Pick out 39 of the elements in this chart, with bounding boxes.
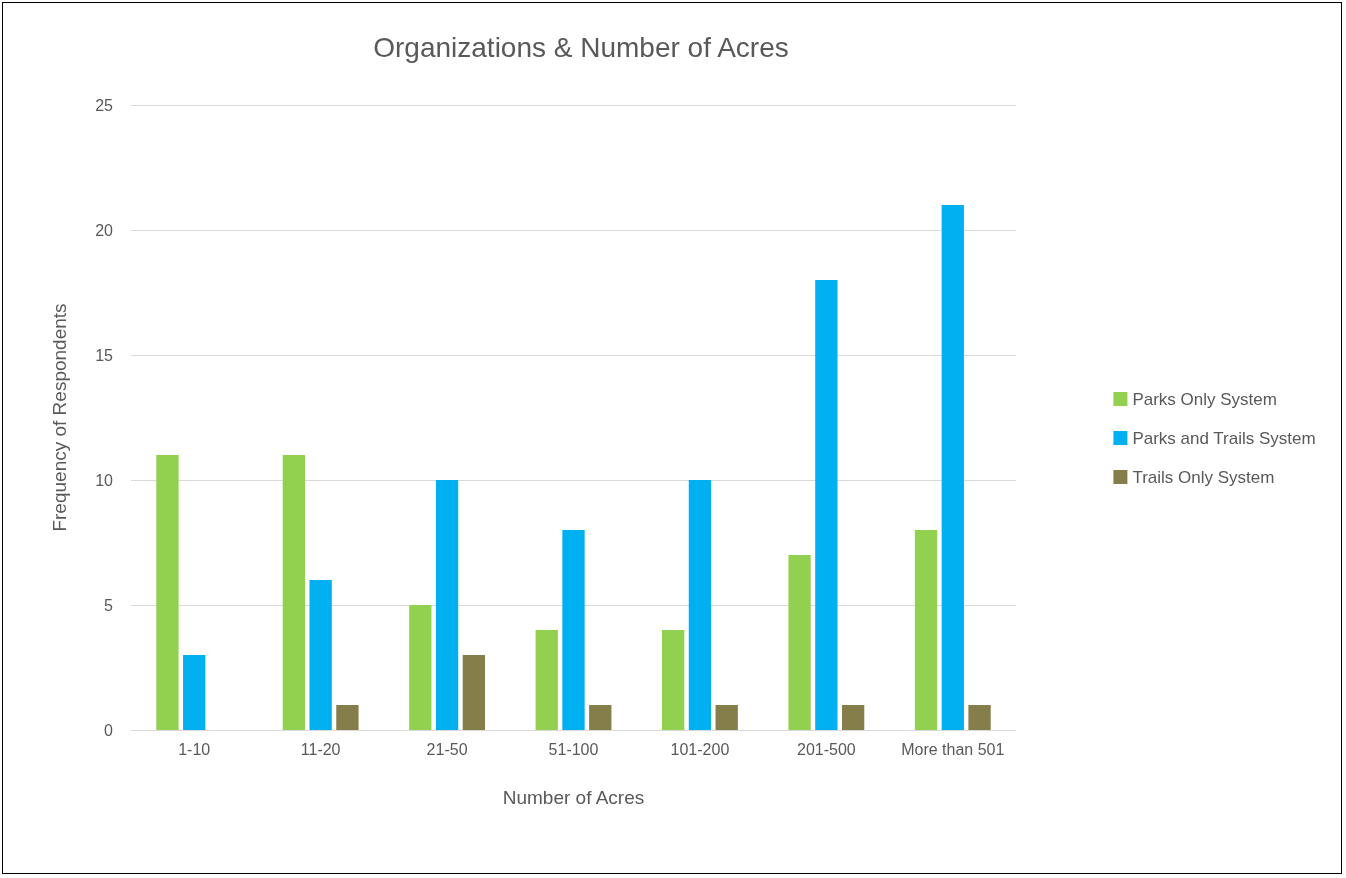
y-tick-label: 0 [104, 721, 114, 739]
bar [562, 530, 585, 730]
bar [183, 655, 206, 730]
bar [941, 205, 964, 730]
y-tick-label: 25 [95, 96, 114, 114]
x-tick-label: 21-50 [426, 740, 468, 758]
y-tick-label: 10 [95, 471, 114, 489]
legend-label: Trails Only System [1132, 467, 1275, 487]
bar [309, 580, 332, 730]
legend-label: Parks Only System [1132, 389, 1277, 409]
y-tick-label: 20 [95, 221, 114, 239]
bar [462, 655, 485, 730]
y-tick-label: 15 [95, 346, 114, 364]
x-tick-label: 51-100 [548, 740, 599, 758]
chart-title: Organizations & Number of Acres [373, 31, 789, 63]
bar [841, 705, 865, 730]
y-tick-label: 5 [104, 596, 114, 614]
bar [662, 630, 685, 730]
x-tick-label: 101-200 [670, 740, 730, 758]
x-tick-label: 201-500 [797, 740, 856, 758]
bar [156, 455, 179, 730]
bar [282, 455, 306, 730]
bar [715, 705, 738, 730]
bar [788, 555, 811, 730]
bar [535, 630, 558, 730]
y-axis-title: Frequency of Respondents [49, 303, 70, 532]
x-axis-title: Number of Acres [502, 787, 645, 808]
legend-label: Parks and Trails System [1132, 428, 1316, 448]
bar [815, 280, 838, 730]
bar [435, 480, 459, 730]
x-tick-label: 11-20 [300, 740, 341, 758]
bar [688, 480, 712, 730]
bar [914, 530, 938, 730]
bar [336, 705, 359, 730]
bar [968, 705, 991, 730]
bar [589, 705, 612, 730]
bar [409, 605, 432, 730]
x-tick-label: 1-10 [178, 740, 211, 758]
x-tick-label: More than 501 [901, 740, 1005, 758]
